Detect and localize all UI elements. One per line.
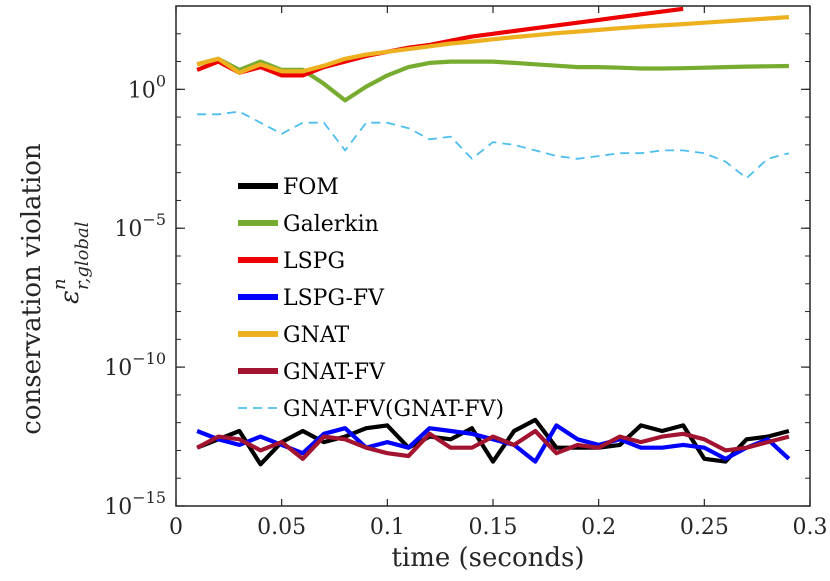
x-tick-label: 0.3 — [793, 515, 828, 540]
legend-label: GNAT-FV — [283, 360, 386, 385]
y-tick-label: 10−15 — [104, 488, 166, 520]
x-tick-label: 0.25 — [680, 515, 729, 540]
legend-label: GNAT — [283, 323, 350, 348]
legend-label: Galerkin — [283, 212, 379, 237]
series-line-lspg-fv — [196, 423, 791, 464]
series-line-gnat-fv — [196, 428, 790, 461]
legend-label: LSPG — [283, 249, 345, 274]
y-axis-symbol-sup: n — [49, 278, 70, 290]
legend: FOM Galerkin LSPG LSPG-FV GNAT GNAT-FV GNAT-FV… — [238, 175, 504, 422]
x-axis: 0 0.05 0.1 0.15 0.2 0.25 0.3 — [169, 6, 828, 540]
legend-label: FOM — [283, 175, 339, 200]
y-axis: 100 10−5 10−10 10−15 — [104, 5, 810, 520]
y-tick-label: 10−10 — [104, 349, 166, 381]
x-tick-label: 0.05 — [257, 515, 306, 540]
y-axis-label: conservation violation — [17, 143, 47, 435]
y-tick-label: 10−5 — [114, 210, 166, 242]
series-line-gnat-fv-gnat-fv — [197, 110, 790, 180]
y-tick-label: 100 — [128, 71, 166, 103]
y-axis-symbol-sub: r,global — [72, 221, 93, 290]
x-tick-label: 0 — [169, 515, 183, 540]
x-tick-label: 0.2 — [581, 515, 616, 540]
x-tick-label: 0.1 — [370, 515, 405, 540]
series-layer — [196, 6, 791, 467]
legend-label: GNAT-FV(GNAT-FV) — [283, 397, 504, 422]
legend-label: LSPG-FV — [283, 286, 385, 311]
y-axis-symbol: ε n r,global — [49, 221, 93, 304]
series-line-gnat — [196, 15, 790, 75]
x-tick-label: 0.15 — [469, 515, 518, 540]
y-axis-symbol-epsilon: ε — [55, 290, 85, 304]
x-axis-label: time (seconds) — [391, 543, 584, 573]
y-axis-label-group: conservation violation ε n r,global — [17, 143, 93, 435]
